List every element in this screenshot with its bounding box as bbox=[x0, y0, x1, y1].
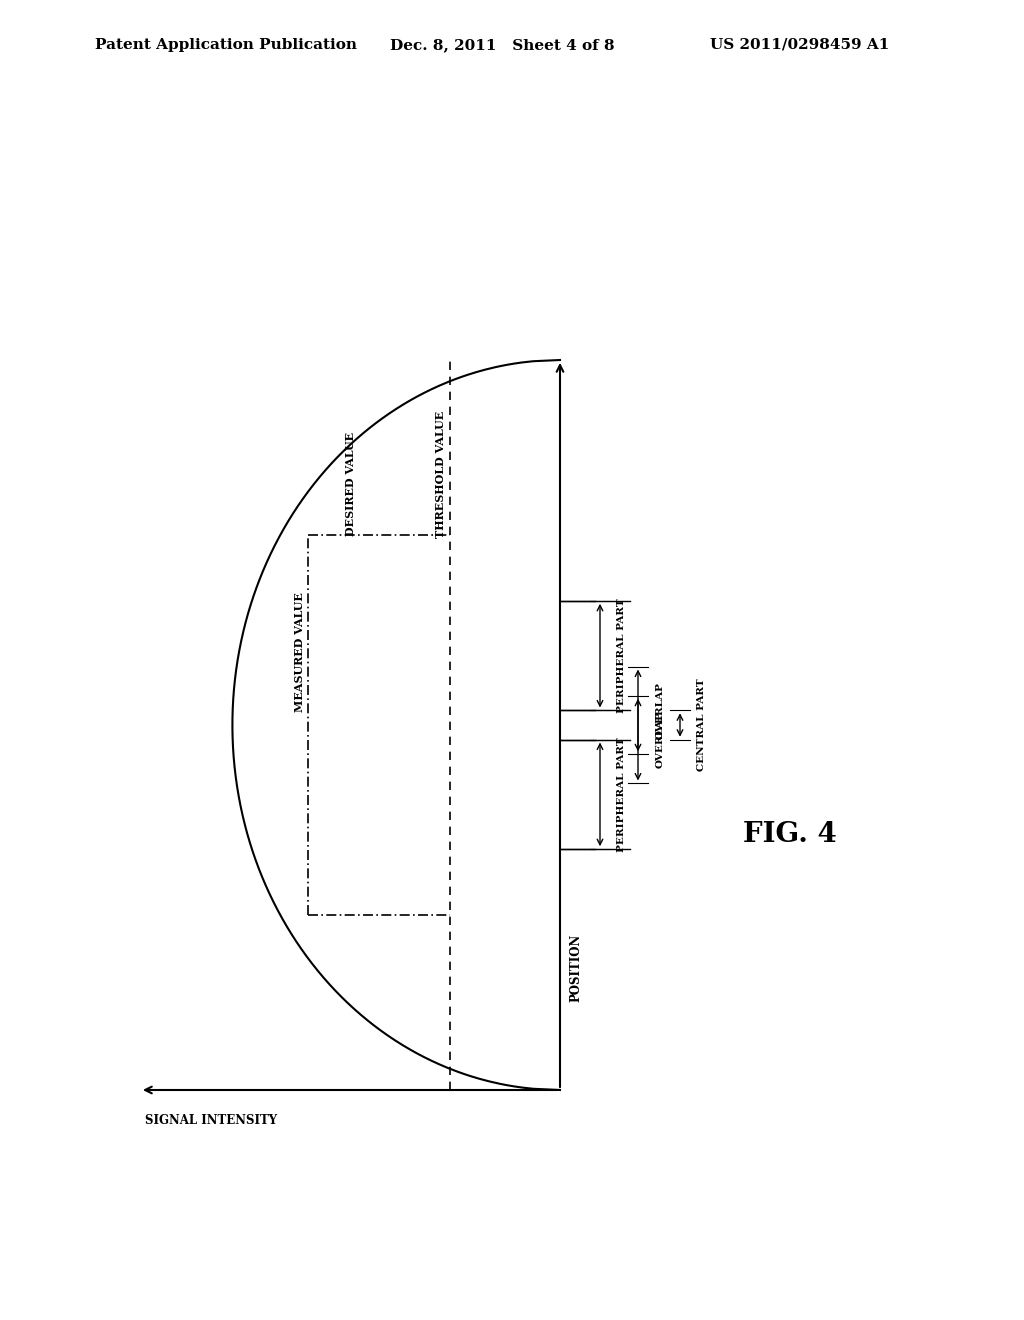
Text: US 2011/0298459 A1: US 2011/0298459 A1 bbox=[710, 38, 890, 51]
Text: THRESHOLD VALUE: THRESHOLD VALUE bbox=[434, 411, 445, 539]
Text: PERIPHERAL PART: PERIPHERAL PART bbox=[617, 737, 627, 851]
Text: FIG. 4: FIG. 4 bbox=[743, 821, 837, 847]
Text: OVERLAP: OVERLAP bbox=[655, 711, 665, 768]
Text: SIGNAL INTENSITY: SIGNAL INTENSITY bbox=[145, 1114, 278, 1126]
Text: PERIPHERAL PART: PERIPHERAL PART bbox=[617, 598, 627, 713]
Text: POSITION: POSITION bbox=[569, 935, 583, 1002]
Text: Patent Application Publication: Patent Application Publication bbox=[95, 38, 357, 51]
Text: Dec. 8, 2011   Sheet 4 of 8: Dec. 8, 2011 Sheet 4 of 8 bbox=[390, 38, 614, 51]
Text: CENTRAL PART: CENTRAL PART bbox=[697, 678, 707, 771]
Text: MEASURED VALUE: MEASURED VALUE bbox=[294, 593, 305, 711]
Text: OVERLAP: OVERLAP bbox=[655, 682, 665, 739]
Text: DESIRED VALUE: DESIRED VALUE bbox=[344, 432, 355, 536]
